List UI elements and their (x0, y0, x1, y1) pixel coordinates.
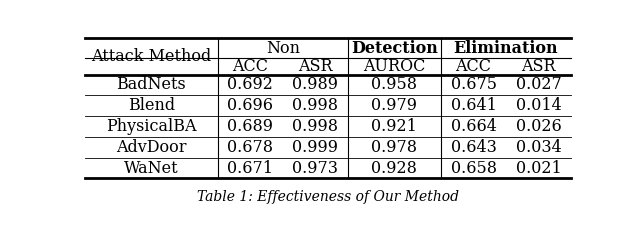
Text: 0.689: 0.689 (227, 118, 273, 135)
Text: 0.998: 0.998 (292, 118, 339, 135)
Text: ACC: ACC (456, 58, 492, 75)
Text: 0.989: 0.989 (292, 77, 339, 93)
Text: 0.979: 0.979 (371, 97, 417, 114)
Text: Blend: Blend (128, 97, 175, 114)
Text: 0.921: 0.921 (371, 118, 417, 135)
Text: 0.034: 0.034 (516, 139, 561, 156)
Text: ASR: ASR (298, 58, 333, 75)
Text: 0.958: 0.958 (371, 77, 417, 93)
Text: 0.696: 0.696 (227, 97, 273, 114)
Text: 0.998: 0.998 (292, 97, 339, 114)
Text: 0.014: 0.014 (516, 97, 561, 114)
Text: PhysicalBA: PhysicalBA (106, 118, 196, 135)
Text: BadNets: BadNets (116, 77, 186, 93)
Text: 0.999: 0.999 (292, 139, 339, 156)
Text: 0.671: 0.671 (227, 160, 273, 177)
Text: ASR: ASR (521, 58, 556, 75)
Text: Elimination: Elimination (454, 40, 558, 57)
Text: 0.678: 0.678 (227, 139, 273, 156)
Text: WaNet: WaNet (124, 160, 179, 177)
Text: 0.978: 0.978 (371, 139, 417, 156)
Text: 0.641: 0.641 (451, 97, 497, 114)
Text: 0.973: 0.973 (292, 160, 339, 177)
Text: 0.664: 0.664 (451, 118, 497, 135)
Text: 0.021: 0.021 (516, 160, 561, 177)
Text: 0.027: 0.027 (516, 77, 561, 93)
Text: ACC: ACC (232, 58, 268, 75)
Text: AdvDoor: AdvDoor (116, 139, 187, 156)
Text: Non: Non (266, 40, 300, 57)
Text: 0.692: 0.692 (227, 77, 273, 93)
Text: Table 1: Effectiveness of Our Method: Table 1: Effectiveness of Our Method (197, 190, 459, 204)
Text: AUROC: AUROC (364, 58, 426, 75)
Text: Attack Method: Attack Method (92, 48, 211, 65)
Text: 0.026: 0.026 (516, 118, 561, 135)
Text: 0.675: 0.675 (451, 77, 497, 93)
Text: Detection: Detection (351, 40, 438, 57)
Text: 0.658: 0.658 (451, 160, 497, 177)
Text: 0.643: 0.643 (451, 139, 497, 156)
Text: 0.928: 0.928 (371, 160, 417, 177)
